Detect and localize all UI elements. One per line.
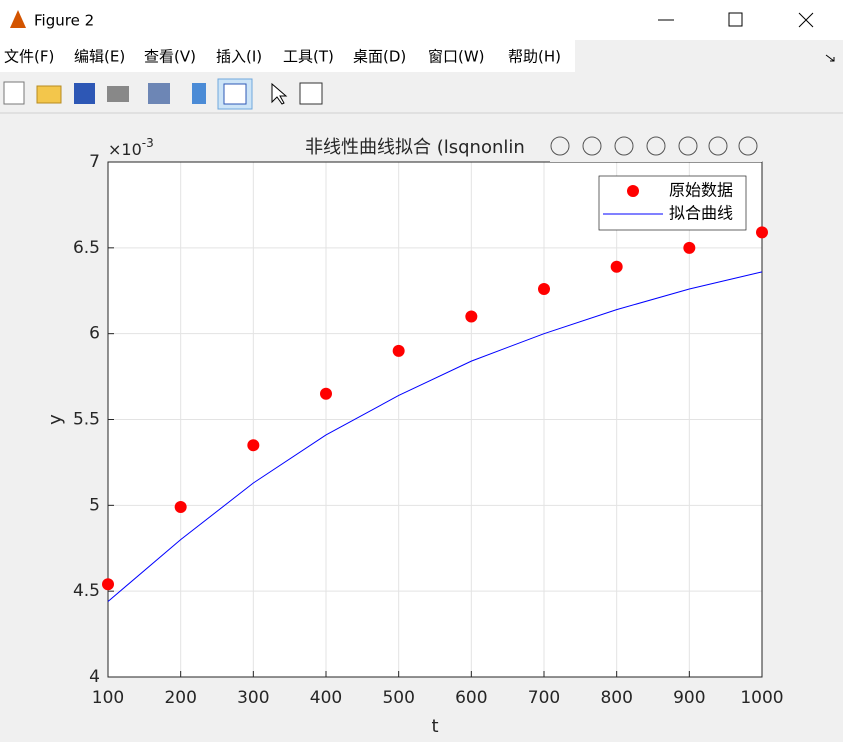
- maximize-button[interactable]: [728, 12, 743, 27]
- data-point: [465, 310, 478, 323]
- y-tick-label: 5: [89, 495, 100, 515]
- property-icon[interactable]: [299, 82, 323, 105]
- data-point: [392, 344, 405, 357]
- data-point: [102, 578, 114, 591]
- x-tick-label: 1000: [740, 688, 783, 708]
- y-tick-label: 4: [89, 667, 100, 687]
- print-icon[interactable]: [107, 86, 129, 102]
- axes-toolbar: [550, 130, 762, 162]
- pointer-icon[interactable]: [271, 82, 288, 105]
- data-point: [247, 439, 260, 452]
- x-tick-label: 300: [237, 688, 269, 708]
- x-tick-label: 800: [600, 688, 632, 708]
- chart-title: 非线性曲线拟合 (lsqnonlin: [305, 137, 525, 158]
- menu-item[interactable]: 查看(V): [144, 48, 196, 66]
- y-axis-label: y: [45, 414, 66, 425]
- y-tick-label: 7: [89, 152, 100, 172]
- x-tick-label: 600: [455, 688, 487, 708]
- link-icon[interactable]: [148, 83, 170, 104]
- legend-box: [598, 175, 747, 231]
- close-button[interactable]: [798, 12, 814, 28]
- axes-tool-icon[interactable]: [646, 136, 666, 156]
- axes-tool-icon[interactable]: [738, 136, 758, 156]
- fit-line: [107, 271, 763, 602]
- data-point: [610, 260, 623, 273]
- data-point: [756, 226, 768, 239]
- data-point: [320, 387, 332, 400]
- axes-tool-icon[interactable]: [550, 136, 570, 156]
- menu-item[interactable]: 桌面(D): [353, 48, 406, 66]
- menu-item[interactable]: 工具(T): [283, 48, 334, 66]
- axes-tool-icon[interactable]: [582, 136, 602, 156]
- legend-marker: [627, 185, 639, 197]
- x-tick-label: 700: [528, 688, 560, 708]
- x-tick-label: 900: [673, 688, 705, 708]
- legend-label: 原始数据: [669, 181, 733, 200]
- axes-tool-icon[interactable]: [614, 136, 634, 156]
- menu-item[interactable]: 插入(I): [216, 48, 262, 66]
- toolbar: [3, 78, 323, 110]
- window-title: Figure 2: [34, 12, 94, 30]
- menu-group: 文件(F) 编辑(E) 查看(V) 插入(I) 工具(T) 桌面(D) 窗口(W) 帮助(H): [4, 48, 561, 66]
- x-tick-label: 500: [382, 688, 414, 708]
- new-icon[interactable]: [3, 81, 25, 105]
- menu-item[interactable]: 窗口(W): [428, 48, 485, 66]
- app-icon: [10, 10, 26, 28]
- x-tick-label: 400: [310, 688, 342, 708]
- data-point: [174, 501, 187, 514]
- menu-bar: [0, 40, 575, 72]
- multiplier-base: ×10: [108, 140, 142, 159]
- menu-item[interactable]: 编辑(E): [74, 48, 125, 66]
- y-tick-label: 6.5: [73, 238, 100, 258]
- legend-label: 拟合曲线: [669, 204, 733, 223]
- open-icon[interactable]: [36, 85, 62, 104]
- menu-item[interactable]: 帮助(H): [508, 48, 561, 66]
- dock-arrow[interactable]: [825, 54, 835, 62]
- title-bar: [0, 0, 843, 40]
- menu-item[interactable]: 文件(F): [4, 48, 54, 66]
- legend-icon[interactable]: [223, 83, 247, 105]
- x-tick-label: 200: [164, 688, 196, 708]
- y-tick-label: 6: [89, 324, 100, 344]
- y-tick-label: 4.5: [73, 581, 100, 601]
- data-point: [683, 241, 696, 254]
- data-point: [538, 283, 550, 296]
- y-tick-label: 5.5: [73, 410, 100, 430]
- multiplier-exponent: -3: [142, 136, 154, 150]
- colorbar-icon[interactable]: [192, 83, 206, 104]
- axes-box: [107, 161, 763, 678]
- save-icon[interactable]: [74, 83, 95, 104]
- axes-tool-icon[interactable]: [708, 136, 728, 156]
- x-axis-label: t: [431, 716, 438, 737]
- axes-tool-icon[interactable]: [678, 136, 698, 156]
- x-tick-label: 100: [92, 688, 124, 708]
- chart: 4 4.5 5 5.5 6 6.5 7 100 200 300 400 500 600 700 800 900…: [45, 130, 784, 737]
- y-multiplier: ×10-3: [108, 136, 154, 159]
